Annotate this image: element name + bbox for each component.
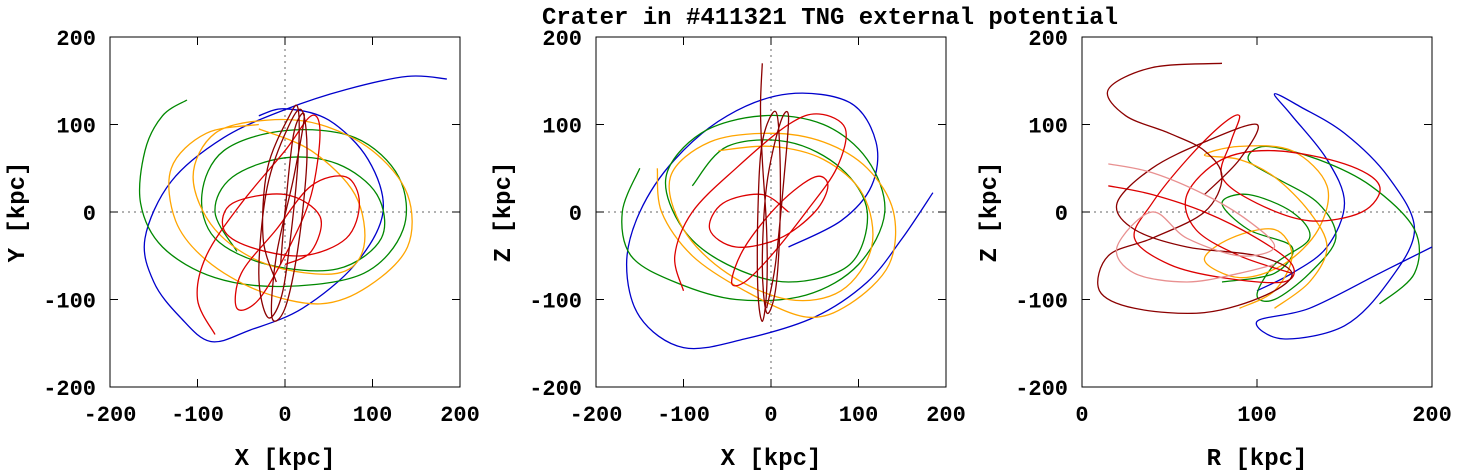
y-tick-label: 200	[56, 27, 96, 52]
x-tick-label: 200	[926, 403, 966, 428]
orbit-series-line	[1108, 114, 1381, 284]
orbit-series-line	[196, 114, 361, 335]
y-tick-label: -100	[1015, 290, 1068, 315]
y-tick-label: 200	[1028, 27, 1068, 52]
y-tick-label: -200	[529, 377, 582, 402]
orbit-series-line	[1097, 62, 1293, 315]
panel-xz: -200 -100 0 100 200 -200 -100 0 100 200 X [kpc] Z […	[491, 27, 966, 473]
y-axis-label: Z [kpc]	[491, 162, 518, 263]
x-tick-label: 100	[1237, 403, 1277, 428]
y-tick-label: 100	[542, 115, 582, 140]
x-tick-label: -100	[171, 403, 224, 428]
orbit-series-line	[258, 104, 308, 322]
orbit-series-line	[143, 75, 447, 343]
orbit-series-line	[1108, 163, 1276, 283]
figure-title: Crater in #411321 TNG external potential	[542, 5, 1118, 32]
x-tick-label: 0	[764, 403, 777, 428]
x-tick-label: -200	[570, 403, 623, 428]
y-tick-label: -100	[529, 290, 582, 315]
y-tick-label: 100	[56, 115, 96, 140]
y-tick-label: 100	[1028, 115, 1068, 140]
orbit-series-line	[625, 92, 934, 350]
orbit-series-line	[1203, 145, 1330, 309]
x-axis-label: R [kpc]	[1207, 446, 1308, 473]
y-tick-label: 200	[542, 27, 582, 52]
orbit-series-line	[138, 99, 408, 288]
orbit-series-line	[1255, 93, 1432, 340]
orbit-series-line	[656, 132, 897, 319]
x-tick-label: 0	[1075, 403, 1088, 428]
y-axis-label: Z [kpc]	[977, 162, 1004, 263]
x-tick-label: 200	[440, 403, 480, 428]
y-tick-label: 0	[569, 202, 582, 227]
y-tick-label: -100	[43, 290, 96, 315]
x-tick-label: -200	[84, 403, 137, 428]
x-axis-label: X [kpc]	[721, 446, 822, 473]
x-tick-label: 0	[278, 403, 291, 428]
x-tick-label: 200	[1412, 403, 1452, 428]
orbit-series-line	[674, 113, 847, 291]
orbit-series-line	[756, 63, 790, 323]
x-axis-label: X [kpc]	[235, 446, 336, 473]
y-tick-label: -200	[43, 377, 96, 402]
x-tick-label: -100	[657, 403, 710, 428]
orbit-series-line	[621, 114, 886, 302]
orbit-series-line	[1221, 145, 1421, 305]
x-tick-label: 100	[353, 403, 393, 428]
y-tick-label: 0	[1055, 202, 1068, 227]
y-tick-label: -200	[1015, 377, 1068, 402]
y-axis-label: Y [kpc]	[5, 162, 32, 263]
panel-rz: 0 100 200 -200 -100 0 100 200 R [kpc] Z [kpc]	[977, 27, 1452, 473]
x-tick-label: 100	[839, 403, 879, 428]
panel-xy: -200 -100 0 100 200 -200 -100 0 100 200 X [kpc] Y […	[5, 27, 480, 473]
orbit-series-line	[168, 118, 413, 305]
y-tick-label: 0	[83, 202, 96, 227]
